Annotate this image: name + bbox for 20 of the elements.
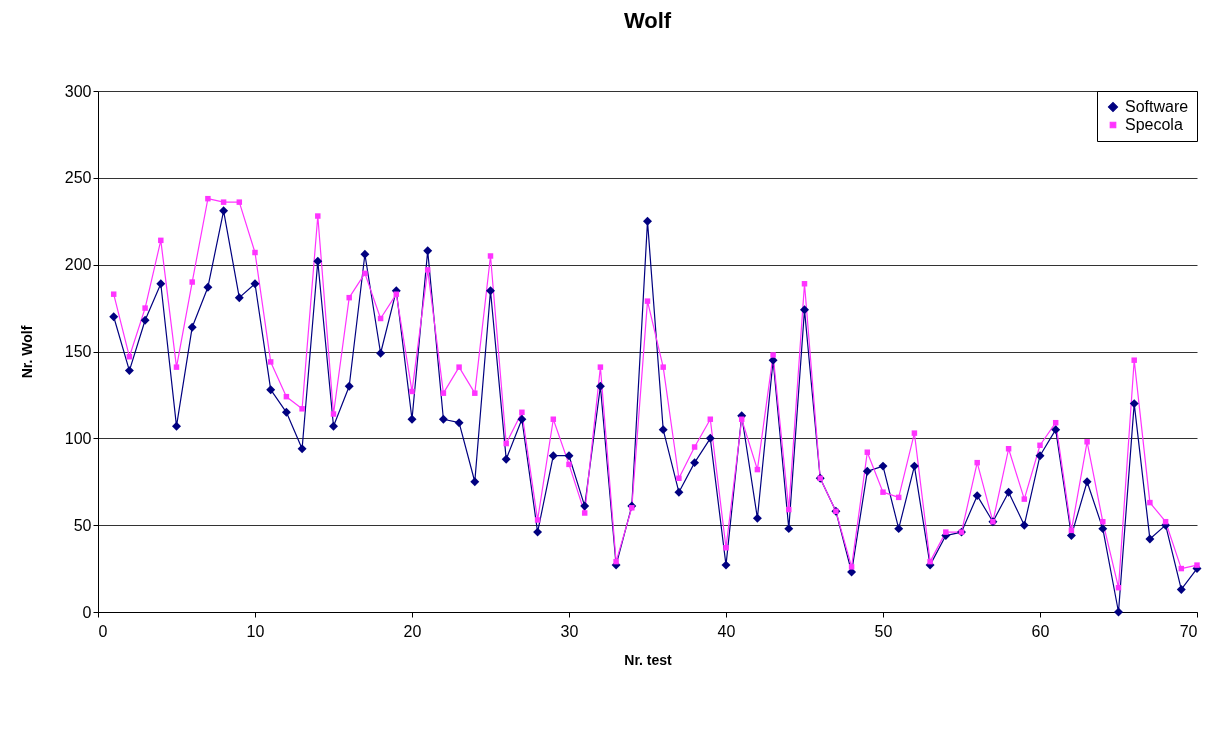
x-tick-label: 60 [1031,622,1050,640]
y-tick-label: 200 [64,256,92,274]
y-tick-label: 50 [73,516,92,534]
y-tick-label: 300 [64,82,92,100]
legend-label: Software [1125,98,1189,115]
y-tick-label: 250 [64,169,92,187]
y-axis-title: Nr. Wolf [18,325,35,379]
y-tick-label: 100 [64,429,92,447]
legend-label: Specola [1125,116,1183,133]
x-tick-label: 50 [874,622,893,640]
x-tick-label: 30 [560,622,579,640]
y-tick-label: 0 [82,603,92,621]
chart-title: Wolf [623,8,672,33]
y-tick-label: 150 [64,343,92,360]
x-tick-label: 70 [1179,622,1198,640]
x-axis-title: Nr. test [624,651,673,668]
x-tick-label: 20 [403,622,422,640]
x-tick-label: 0 [98,622,108,640]
x-tick-label: 40 [717,622,736,640]
x-tick-label: 10 [246,622,265,640]
